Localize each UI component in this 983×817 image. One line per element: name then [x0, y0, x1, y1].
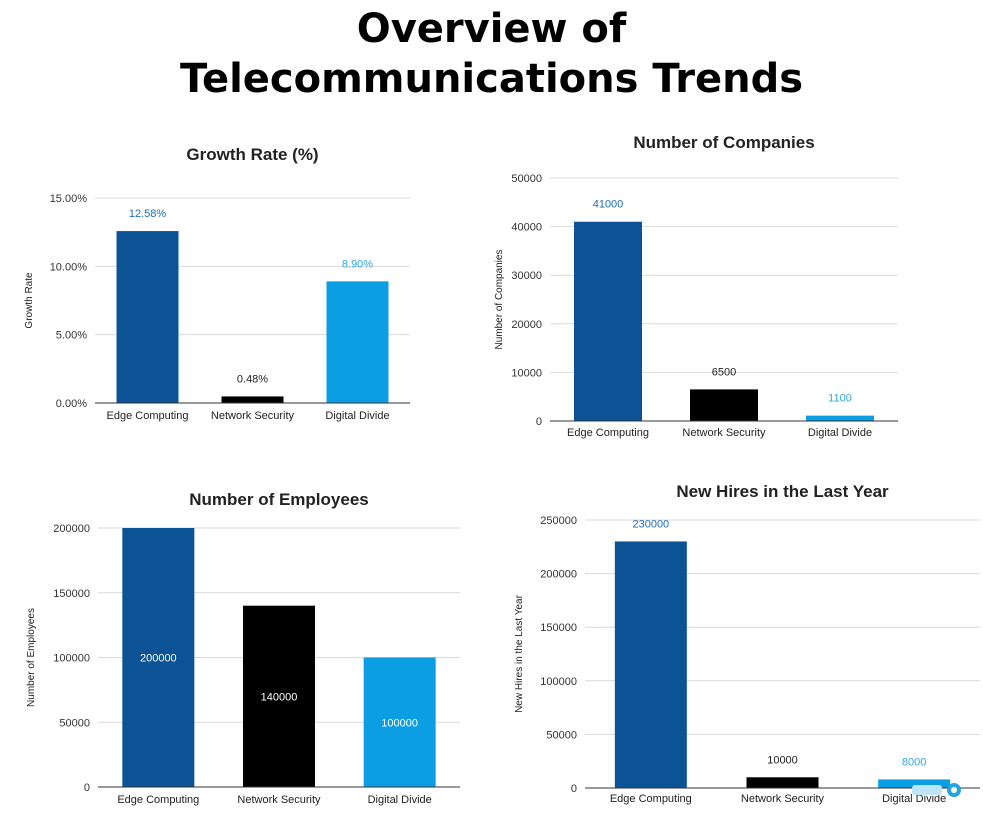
- employees-category-label: Network Security: [237, 794, 321, 806]
- growth-data-label-divide: 8.90%: [342, 258, 373, 270]
- companies-data-label-edge: 41000: [593, 199, 624, 211]
- companies-y-tick-label: 50000: [511, 173, 542, 185]
- growth-bar-edge: [116, 231, 179, 403]
- employees-data-label-network: 140000: [261, 691, 298, 703]
- employees-y-axis-label: Number of Employees: [26, 608, 37, 707]
- growth-y-axis-label: Growth Rate: [24, 272, 35, 329]
- growth-data-label-edge: 12.58%: [129, 208, 167, 220]
- hires-bar-network: [746, 777, 819, 788]
- hires-y-axis-label: New Hires in the Last Year: [514, 594, 525, 713]
- companies-y-tick-label: 10000: [511, 367, 542, 379]
- new-hires-chart: New Hires in the Last Year New Hires in t…: [514, 482, 980, 805]
- growth-rate-chart: Growth Rate (%) Growth Rate 0.00% 5.00% 10.0…: [24, 145, 410, 422]
- growth-y-tick-label: 10.00%: [50, 261, 88, 273]
- companies-bar-divide: [806, 415, 874, 421]
- employees-chart: Number of Employees Number of Employees 0 5…: [26, 490, 460, 806]
- page-title-line2: Telecommunications Trends: [179, 56, 804, 102]
- hires-data-label-network: 10000: [767, 754, 798, 766]
- hires-y-tick-label: 0: [571, 783, 577, 795]
- brand-logo: [912, 783, 961, 797]
- growth-category-label: Network Security: [211, 410, 295, 422]
- employees-y-tick-label: 100000: [53, 653, 90, 665]
- hires-y-tick-label: 100000: [540, 676, 577, 688]
- growth-y-tick-label: 5.00%: [56, 330, 87, 342]
- companies-y-tick-label: 0: [536, 416, 542, 428]
- hires-bar-edge: [614, 541, 687, 788]
- growth-y-tick-label: 0.00%: [56, 398, 87, 410]
- growth-bar-divide: [326, 281, 389, 403]
- page-title-line1: Overview of: [356, 6, 627, 52]
- hires-data-label-divide: 8000: [902, 756, 926, 768]
- hires-y-tick-label: 150000: [540, 622, 577, 634]
- employees-y-tick-label: 150000: [53, 588, 90, 600]
- hires-y-tick-label: 250000: [540, 515, 577, 527]
- employees-category-label: Edge Computing: [117, 794, 199, 806]
- growth-data-label-network: 0.48%: [237, 373, 268, 385]
- growth-category-label: Edge Computing: [107, 410, 189, 422]
- companies-y-axis-label: Number of Companies: [494, 249, 505, 349]
- hires-category-label: Digital Divide: [882, 793, 946, 805]
- companies-chart: Number of Companies Number of Companies 0 1…: [494, 133, 898, 439]
- companies-bar-network: [690, 389, 758, 421]
- companies-data-label-divide: 1100: [828, 393, 852, 405]
- companies-bar-edge: [574, 221, 642, 421]
- growth-chart-title: Growth Rate (%): [186, 145, 318, 164]
- employees-chart-title: Number of Employees: [189, 490, 369, 509]
- companies-data-label-network: 6500: [712, 366, 736, 378]
- companies-y-tick-label: 30000: [511, 270, 542, 282]
- companies-category-label: Network Security: [682, 427, 766, 439]
- page-title: Overview of Telecommunications Trends: [0, 4, 983, 104]
- hires-category-label: Network Security: [741, 793, 825, 805]
- companies-y-tick-label: 20000: [511, 319, 542, 331]
- companies-y-tick-label: 40000: [511, 222, 542, 234]
- employees-y-tick-label: 50000: [59, 717, 90, 729]
- growth-bar-network: [221, 396, 284, 403]
- companies-chart-title: Number of Companies: [633, 133, 814, 152]
- hires-y-tick-label: 50000: [546, 729, 577, 741]
- hires-category-label: Edge Computing: [610, 793, 692, 805]
- hires-y-tick-label: 200000: [540, 569, 577, 581]
- growth-y-tick-label: 15.00%: [50, 193, 88, 205]
- hires-bar-divide: [878, 779, 951, 788]
- employees-data-label-edge: 200000: [140, 653, 177, 665]
- employees-data-label-divide: 100000: [381, 717, 418, 729]
- employees-bar-network: [243, 605, 315, 787]
- employees-bar-divide: [363, 657, 436, 787]
- hires-data-label-edge: 230000: [632, 518, 669, 530]
- companies-category-label: Digital Divide: [808, 427, 872, 439]
- hires-chart-title: New Hires in the Last Year: [676, 482, 889, 501]
- employees-y-tick-label: 200000: [53, 523, 90, 535]
- employees-y-tick-label: 0: [84, 782, 90, 794]
- growth-category-label: Digital Divide: [325, 410, 389, 422]
- companies-category-label: Edge Computing: [567, 427, 649, 439]
- employees-bar-edge: [122, 528, 195, 787]
- employees-category-label: Digital Divide: [368, 794, 432, 806]
